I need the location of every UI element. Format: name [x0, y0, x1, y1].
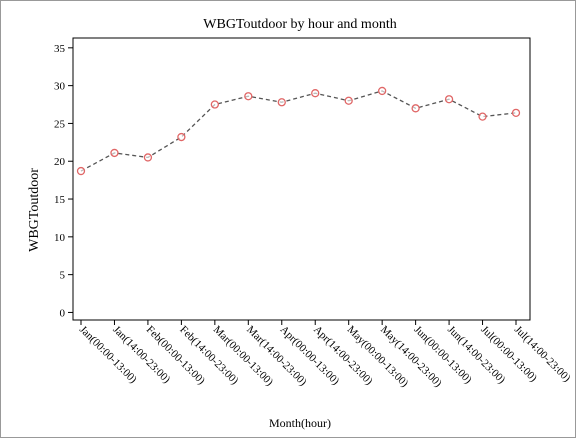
- data-point: [110, 148, 119, 158]
- data-point: [444, 95, 454, 104]
- y-tick-label: 35: [54, 43, 66, 55]
- x-axis-label: Month(hour): [269, 416, 331, 430]
- plot-frame: [72, 37, 531, 321]
- data-line: [80, 90, 517, 172]
- data-point: [76, 166, 86, 176]
- data-point: [411, 104, 420, 113]
- y-tick-label: 25: [54, 118, 66, 130]
- chart-title: WBGToutdoor by hour and month: [203, 17, 396, 32]
- y-tick-label: 30: [54, 81, 66, 93]
- data-point: [244, 92, 253, 101]
- data-point: [143, 153, 153, 162]
- y-tick-label: 10: [54, 232, 66, 244]
- data-point: [210, 100, 219, 109]
- y-tick-label: 5: [60, 270, 66, 282]
- data-point: [311, 89, 320, 98]
- data-point: [344, 96, 353, 105]
- y-axis-label: WBGToutdoor: [27, 168, 42, 252]
- data-point: [511, 108, 521, 117]
- y-tick-label: 15: [54, 194, 66, 206]
- data-point: [177, 132, 186, 142]
- y-tick-label: 20: [54, 156, 66, 168]
- data-point: [378, 86, 387, 96]
- data-point: [478, 112, 487, 121]
- y-tick-label: 0: [60, 307, 66, 319]
- data-point: [277, 98, 286, 107]
